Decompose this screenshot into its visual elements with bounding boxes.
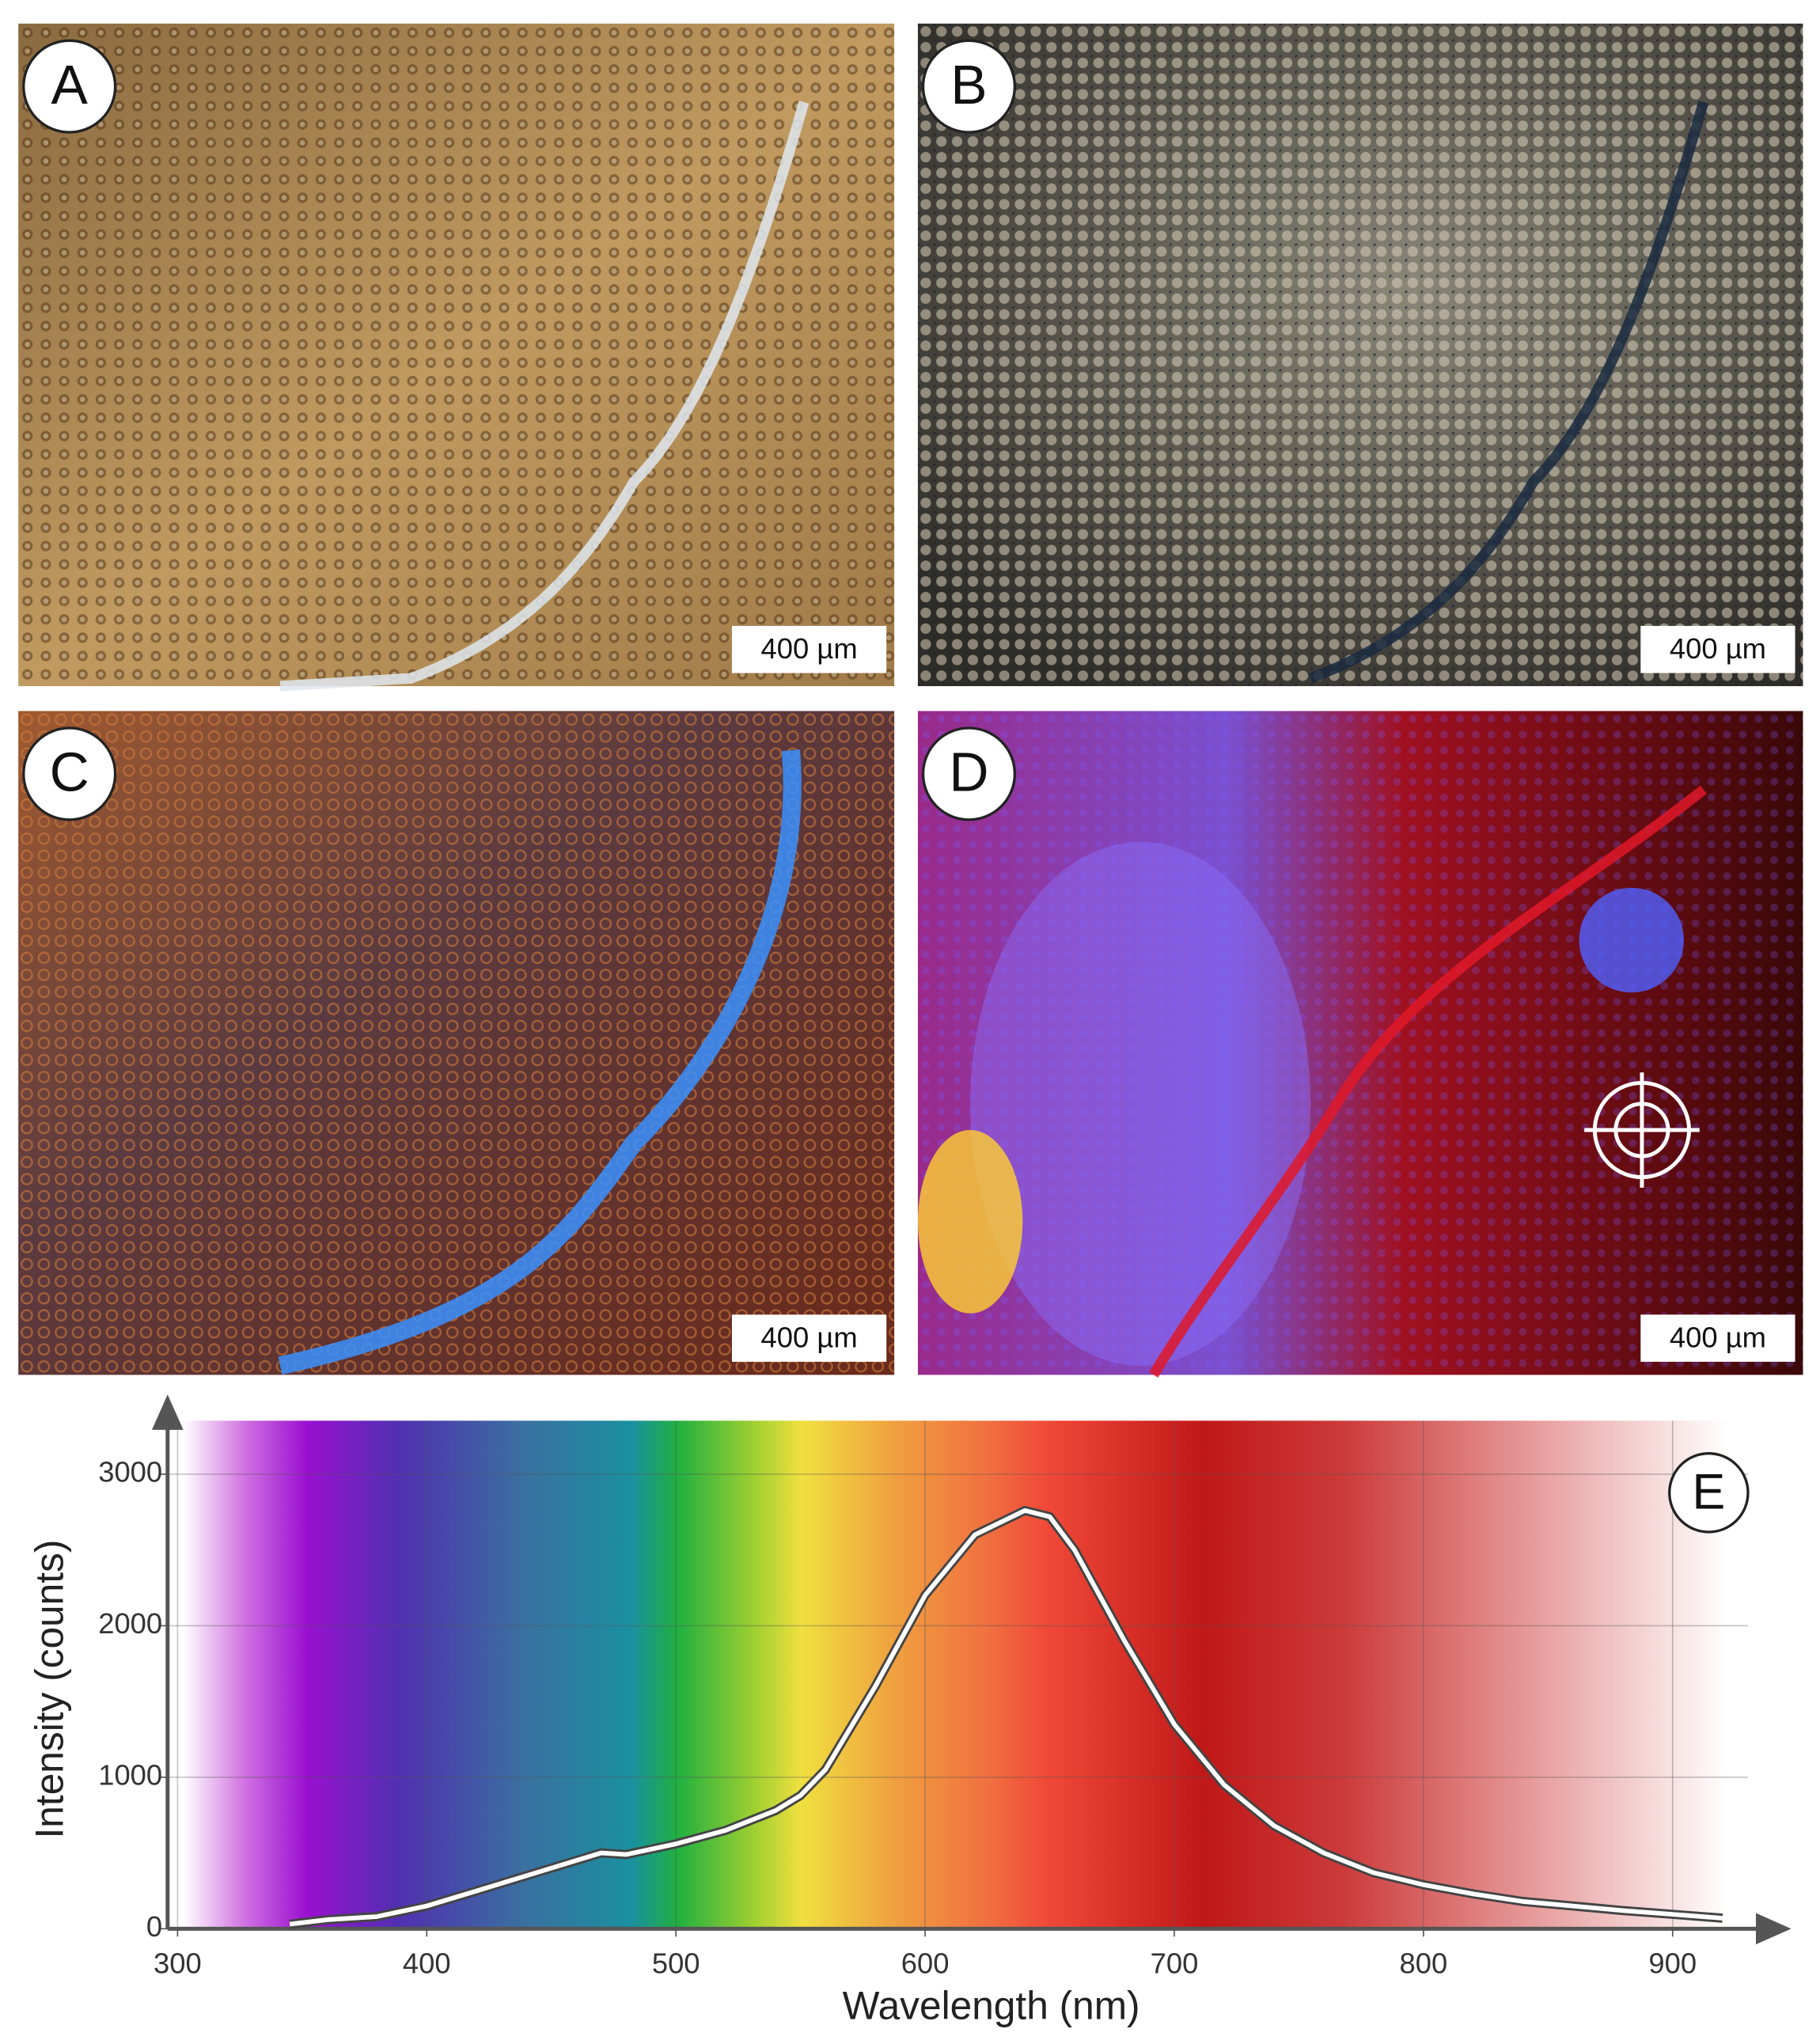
spectrum-chart: 0 1000 2000 3000 300 400 500 600 700 800 900 Wavele… — [27, 1394, 1792, 2027]
panel-texture — [18, 23, 895, 687]
panel-vein — [279, 100, 810, 692]
y-axis-label: Intensity (counts) — [27, 1540, 71, 1839]
panel-texture — [18, 711, 895, 1375]
scale-label: 400 µm — [761, 632, 858, 665]
y-tick-label: 0 — [146, 1910, 162, 1943]
panel-label: B — [950, 54, 987, 116]
x-tick-label: 900 — [1648, 1947, 1697, 1979]
scale-box — [731, 625, 887, 673]
x-tick-label: 800 — [1400, 1947, 1448, 1979]
spectrum-band — [183, 1420, 1729, 1929]
x-tick-label: 400 — [403, 1947, 451, 1979]
scale-box — [1640, 625, 1795, 673]
x-axis-label: Wavelength (nm) — [843, 1983, 1140, 2027]
scale-label: 400 µm — [1670, 1321, 1766, 1353]
panel-label: C — [50, 741, 89, 803]
panel-feature — [1579, 887, 1684, 993]
scale-box — [731, 1314, 887, 1362]
panel-label: A — [51, 54, 89, 116]
panel-texture — [917, 23, 1803, 687]
panel-label-circle — [921, 39, 1017, 134]
panel-vein — [1149, 785, 1707, 1378]
panel: C 400 µm — [18, 711, 895, 1375]
x-tick-label: 300 — [154, 1947, 202, 1979]
panel-vein — [1309, 100, 1709, 684]
y-tick-label: 1000 — [98, 1759, 162, 1792]
panel: D 400 µm — [917, 711, 1803, 1378]
scale-box — [1640, 1314, 1795, 1362]
panel-label-circle — [22, 726, 117, 821]
panel: A 400 µm — [18, 23, 895, 692]
y-tick-label: 2000 — [98, 1607, 162, 1640]
panel: B 400 µm — [917, 23, 1803, 687]
panel-feature — [917, 1130, 1023, 1314]
x-tick-label: 500 — [652, 1947, 700, 1979]
panel-feature — [970, 841, 1311, 1366]
annotation: E — [1692, 1464, 1725, 1519]
panel-label: D — [949, 741, 988, 803]
panel-label-circle — [22, 39, 117, 134]
panel-vein — [278, 749, 802, 1375]
scale-label: 400 µm — [761, 1321, 858, 1353]
scale-label: 400 µm — [1670, 632, 1766, 665]
panel-label-circle — [921, 726, 1017, 821]
y-tick-label: 3000 — [98, 1456, 162, 1488]
x-tick-label: 700 — [1151, 1947, 1199, 1979]
target-icon — [1584, 1072, 1700, 1188]
micrograph-panels: A 400 µm B 400 µm C 400 µm D 400 µm — [18, 23, 1803, 1378]
line — [289, 1507, 1723, 1927]
x-tick-label: 600 — [901, 1947, 950, 1979]
annotation-circle — [1668, 1452, 1750, 1534]
